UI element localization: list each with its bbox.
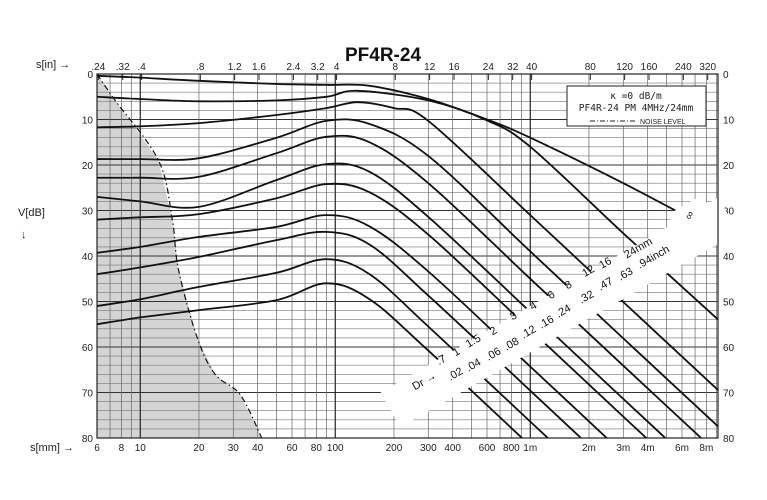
reflector-size-mm-label: 4	[528, 300, 539, 313]
bottom-tick-label: 200	[386, 443, 403, 454]
infinity-label-bg	[667, 194, 717, 240]
y-tick-label-right: 20	[723, 161, 735, 172]
top-tick-label: 1.2	[228, 62, 242, 73]
plot-frame	[96, 73, 719, 439]
bottom-tick-label: 60	[286, 443, 298, 454]
bottom-tick-label: 800	[503, 443, 520, 454]
y-axis-label: V[dB]	[18, 207, 45, 219]
top-tick-label: 80	[585, 62, 597, 73]
top-tick-label: 2.4	[286, 62, 300, 73]
y-tick-label-left: 0	[87, 70, 93, 81]
dgs-curve-3	[97, 118, 718, 428]
bottom-tick-label: 6m	[675, 443, 689, 454]
top-tick-label: 1.6	[252, 62, 266, 73]
noise-level-curve	[96, 73, 263, 439]
y-tick-label-left: 20	[82, 161, 94, 172]
bottom-tick-label: 400	[444, 443, 461, 454]
bottom-tick-label: 40	[252, 443, 264, 454]
bottom-tick-label: 8m	[699, 443, 713, 454]
legend-noise-label: NOISE LEVEL	[640, 119, 686, 126]
reflector-size-mm-label: 12	[580, 263, 597, 280]
y-tick-label-right: 70	[723, 389, 735, 400]
dgs-curve-1	[97, 89, 718, 321]
dgs-curve-0	[97, 74, 718, 235]
bottom-tick-label: 8	[119, 443, 125, 454]
y-tick-label-right: 60	[723, 343, 735, 354]
dgs-curve-7	[97, 214, 609, 438]
legend-probe: PF4R-24 PM 4MHz/24mm	[579, 103, 694, 114]
bottom-tick-label: 30	[228, 443, 240, 454]
top-tick-label: 120	[616, 62, 633, 73]
top-tick-label: 160	[641, 62, 658, 73]
reflector-size-mm-label: 6	[546, 289, 557, 302]
y-tick-label-left: 80	[82, 434, 94, 445]
top-tick-label: 3.2	[311, 62, 325, 73]
dgs-curve-8	[97, 230, 583, 438]
bottom-tick-label: 4m	[641, 443, 655, 454]
dgs-curve-9	[97, 258, 550, 438]
top-tick-label: 24	[483, 62, 495, 73]
reflector-size-mm-label: 1	[451, 346, 462, 359]
bottom-tick-label: 80	[311, 443, 323, 454]
reflector-size-mm-label: 8	[563, 279, 574, 292]
chart-title: PF4R-24	[345, 45, 421, 66]
bottom-axis-label: s[mm] →	[30, 442, 74, 454]
top-tick-label: 16	[448, 62, 460, 73]
bottom-tick-label: 100	[327, 443, 344, 454]
y-tick-label-left: 70	[82, 389, 94, 400]
y-tick-label-right: 30	[723, 207, 735, 218]
y-tick-label-right: 50	[723, 298, 735, 309]
y-tick-label-right: 10	[723, 116, 735, 127]
reflector-size-mm-label: 16	[597, 255, 614, 272]
bottom-tick-label: 10	[135, 443, 147, 454]
y-tick-label-right: 0	[723, 70, 729, 81]
y-tick-label-left: 50	[82, 298, 94, 309]
dgs-curve-10	[97, 282, 524, 438]
bottom-tick-label: 600	[479, 443, 496, 454]
reflector-size-mm-label: 3	[508, 310, 519, 323]
top-tick-label: 320	[699, 62, 716, 73]
y-tick-label-left: 30	[82, 207, 94, 218]
top-tick-label: .4	[137, 62, 146, 73]
bottom-tick-label: 2m	[582, 443, 596, 454]
dgs-curve-5	[97, 162, 667, 438]
top-tick-label: 12	[424, 62, 436, 73]
top-tick-label: 240	[675, 62, 692, 73]
bottom-tick-label: 6	[94, 443, 100, 454]
bottom-tick-label: 300	[420, 443, 437, 454]
legend: κ =0 dB/m PF4R-24 PM 4MHz/24mm NOISE LEV…	[566, 85, 707, 127]
dgs-curve-4	[97, 134, 703, 438]
top-tick-label: 4	[334, 62, 340, 73]
top-tick-label: 40	[526, 62, 538, 73]
bottom-tick-label: 1m	[523, 443, 537, 454]
y-axis-arrow: ↓	[21, 229, 27, 241]
y-tick-label-right: 40	[723, 252, 735, 263]
y-tick-label-right: 80	[723, 434, 735, 445]
dgs-curve-6	[97, 182, 648, 438]
bottom-tick-label: 3m	[616, 443, 630, 454]
y-tick-label-left: 60	[82, 343, 94, 354]
top-tick-label: .32	[116, 62, 130, 73]
top-axis-label: s[in] →	[36, 59, 70, 71]
legend-attenuation: κ =0 dB/m	[610, 91, 662, 102]
top-tick-label: .8	[196, 62, 205, 73]
reflector-size-mm-label: 2	[488, 325, 499, 338]
y-tick-label-left: 40	[82, 252, 94, 263]
y-tick-label-left: 10	[82, 116, 94, 127]
top-tick-label: .24	[91, 62, 105, 73]
top-tick-label: 8	[393, 62, 399, 73]
label-band	[380, 197, 739, 428]
bottom-tick-label: 20	[193, 443, 205, 454]
top-tick-label: 32	[507, 62, 519, 73]
